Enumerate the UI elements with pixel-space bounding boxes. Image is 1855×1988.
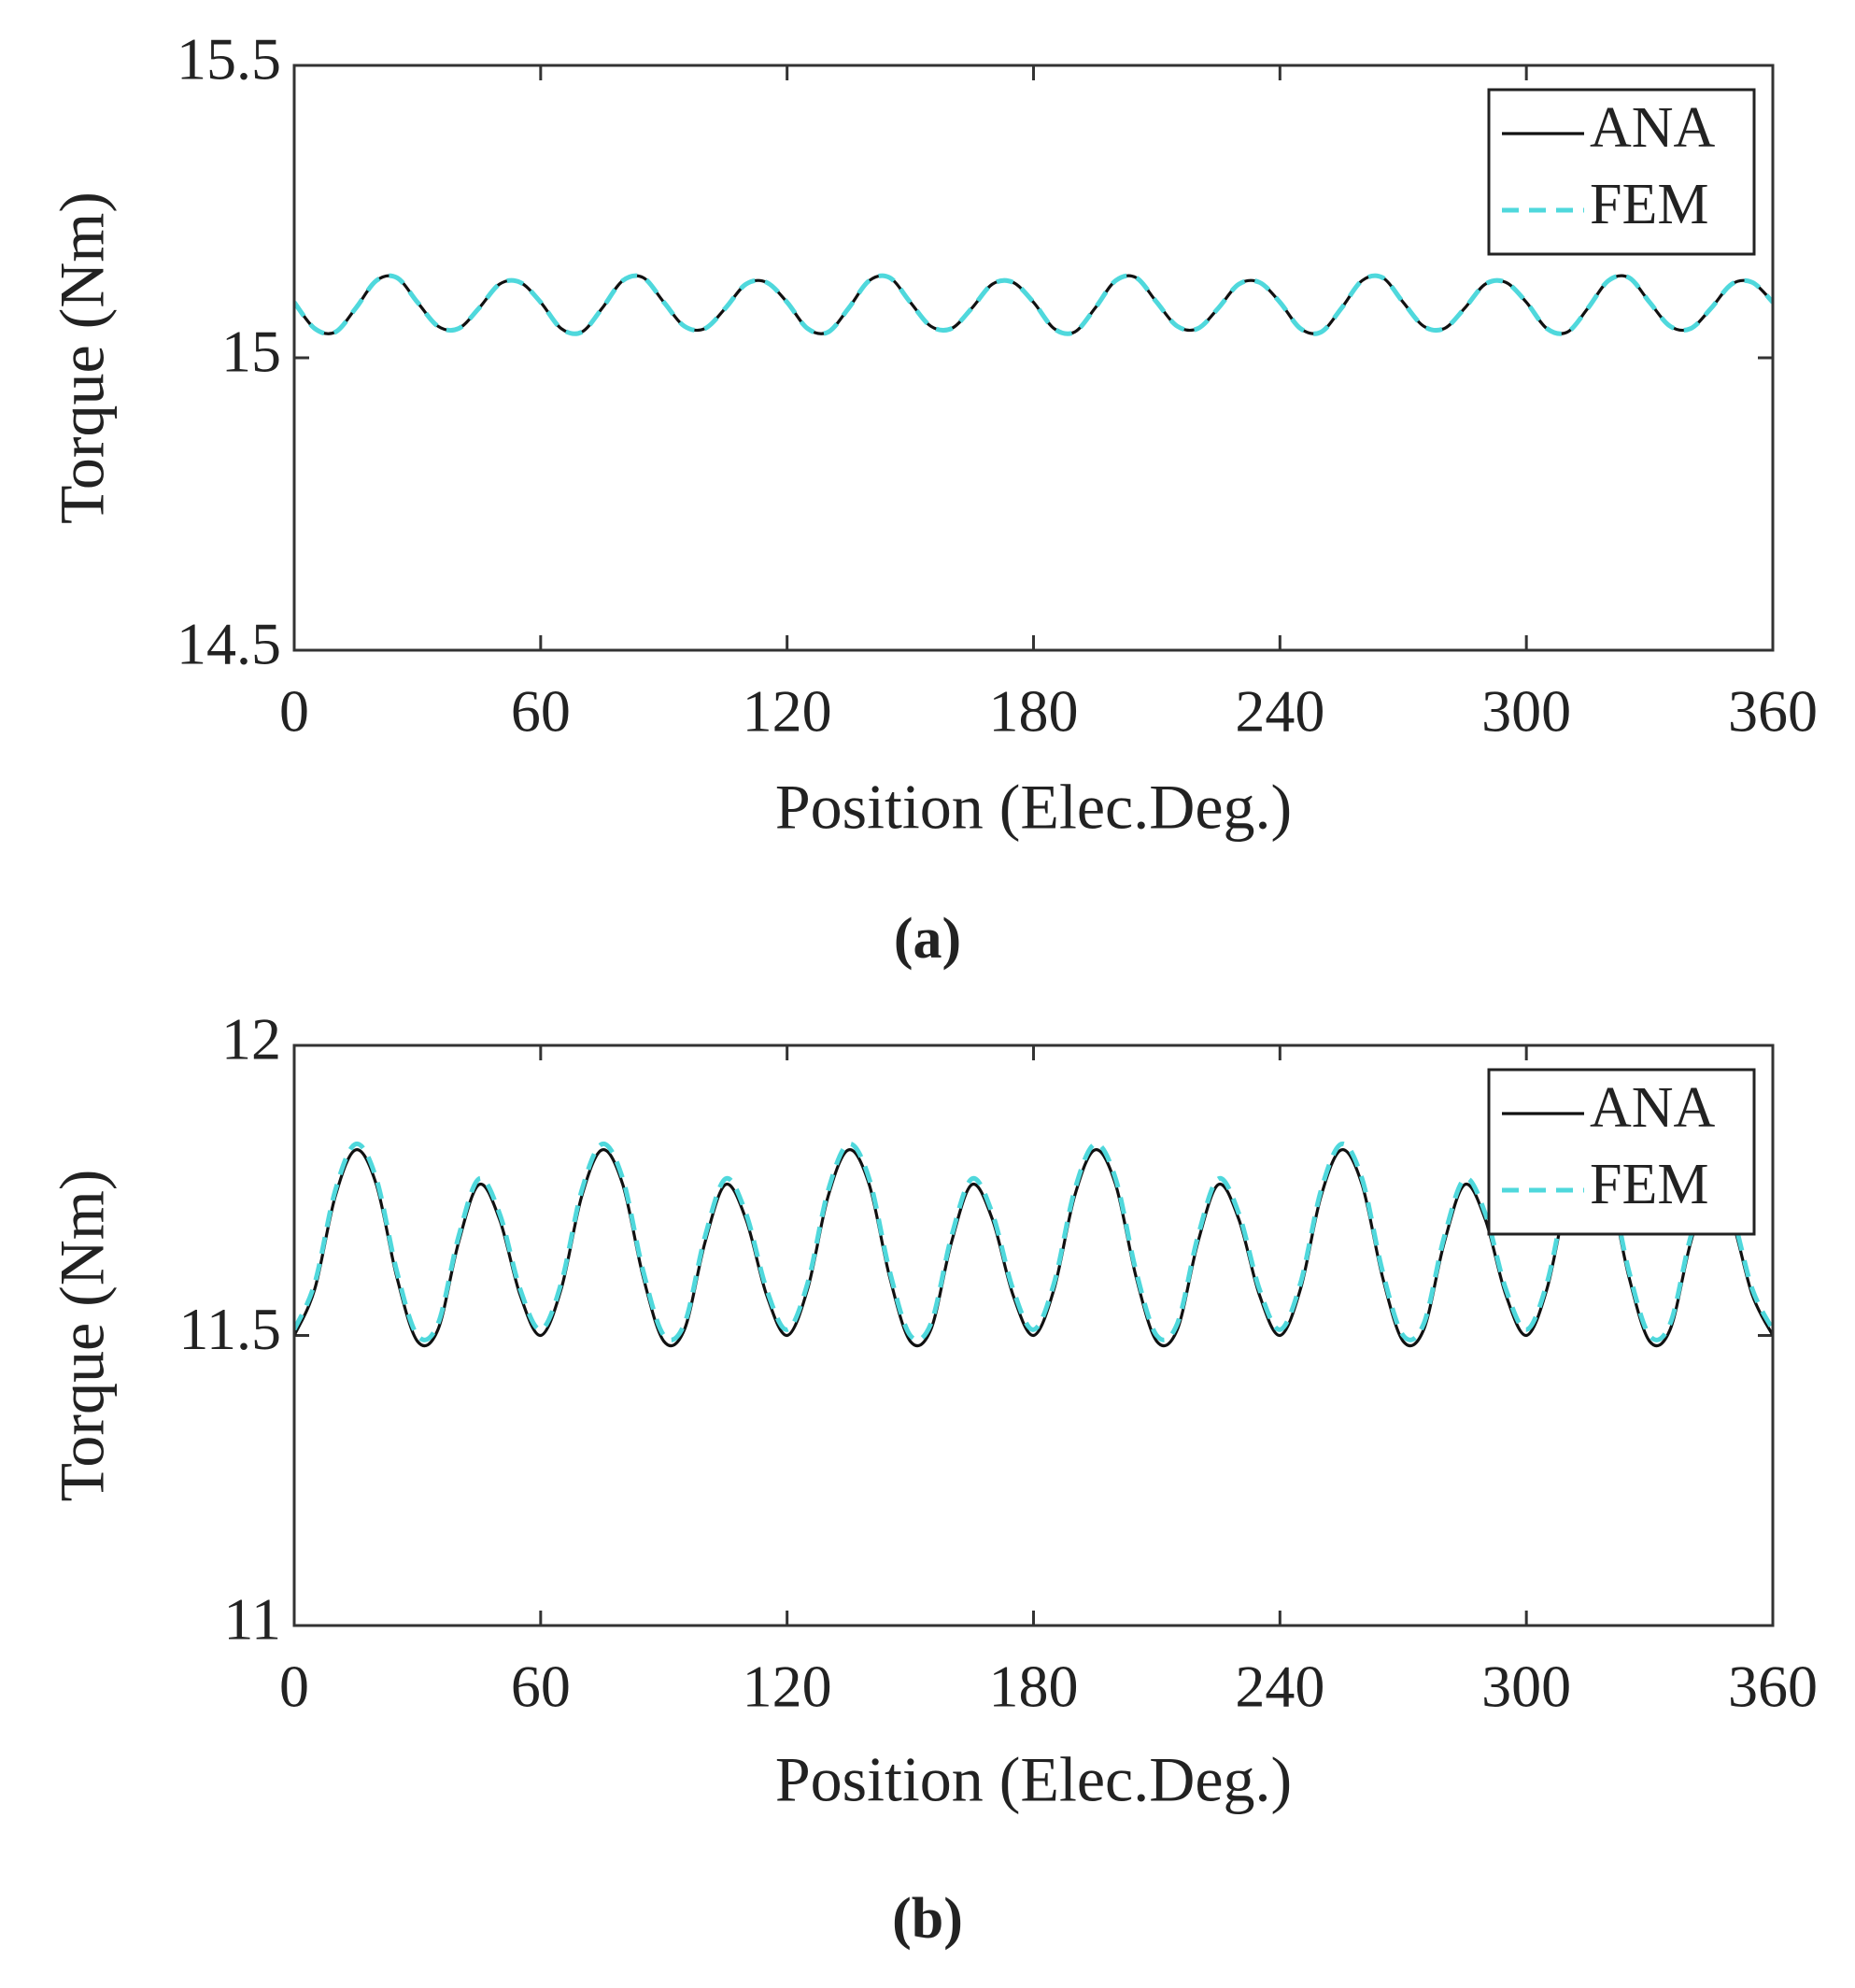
x-tick-label: 360 bbox=[1728, 678, 1818, 745]
legend-box bbox=[1487, 88, 1756, 256]
caption: (b) bbox=[892, 1887, 963, 1951]
y-tick-label: 11.5 bbox=[178, 1296, 281, 1362]
x-tick-label: 360 bbox=[1728, 1654, 1818, 1720]
x-axis-label: Position (Elec.Deg.) bbox=[775, 772, 1292, 843]
y-axis-label: Torque (Nm) bbox=[47, 192, 118, 524]
y-tick-label: 15 bbox=[221, 319, 281, 385]
x-tick-label: 0 bbox=[279, 678, 309, 745]
x-tick-label: 0 bbox=[279, 1654, 309, 1720]
data-line bbox=[294, 1148, 1773, 1348]
x-tick-label: 300 bbox=[1481, 1654, 1571, 1720]
data-line bbox=[294, 274, 1773, 335]
legend-label: ANA bbox=[1590, 1076, 1716, 1140]
y-tick-label: 11 bbox=[223, 1586, 281, 1653]
y-axis-label: Torque (Nm) bbox=[47, 1170, 118, 1502]
legend-label: FEM bbox=[1590, 173, 1708, 236]
x-tick-label: 120 bbox=[743, 1654, 832, 1720]
data-line bbox=[294, 1142, 1773, 1342]
data-line bbox=[294, 273, 1773, 336]
y-tick-label: 14.5 bbox=[177, 611, 281, 677]
y-tick-label: 12 bbox=[221, 1006, 281, 1072]
y-tick-label: 15.5 bbox=[177, 26, 281, 92]
legend-box bbox=[1487, 1068, 1756, 1236]
legend-label: ANA bbox=[1590, 96, 1716, 160]
plot-area bbox=[294, 273, 1773, 336]
x-tick-label: 180 bbox=[989, 1654, 1079, 1720]
axes-box bbox=[292, 1044, 1775, 1627]
x-tick-label: 240 bbox=[1235, 678, 1324, 745]
x-tick-label: 300 bbox=[1481, 678, 1571, 745]
plot-area bbox=[294, 1142, 1773, 1348]
x-tick-label: 60 bbox=[511, 678, 571, 745]
legend-label: FEM bbox=[1590, 1153, 1708, 1216]
x-tick-label: 60 bbox=[511, 1654, 571, 1720]
x-tick-label: 180 bbox=[989, 678, 1079, 745]
x-axis-label: Position (Elec.Deg.) bbox=[775, 1744, 1292, 1815]
axes-box bbox=[292, 64, 1775, 652]
caption: (a) bbox=[894, 907, 961, 971]
x-tick-label: 120 bbox=[743, 678, 832, 745]
x-tick-label: 240 bbox=[1235, 1654, 1324, 1720]
